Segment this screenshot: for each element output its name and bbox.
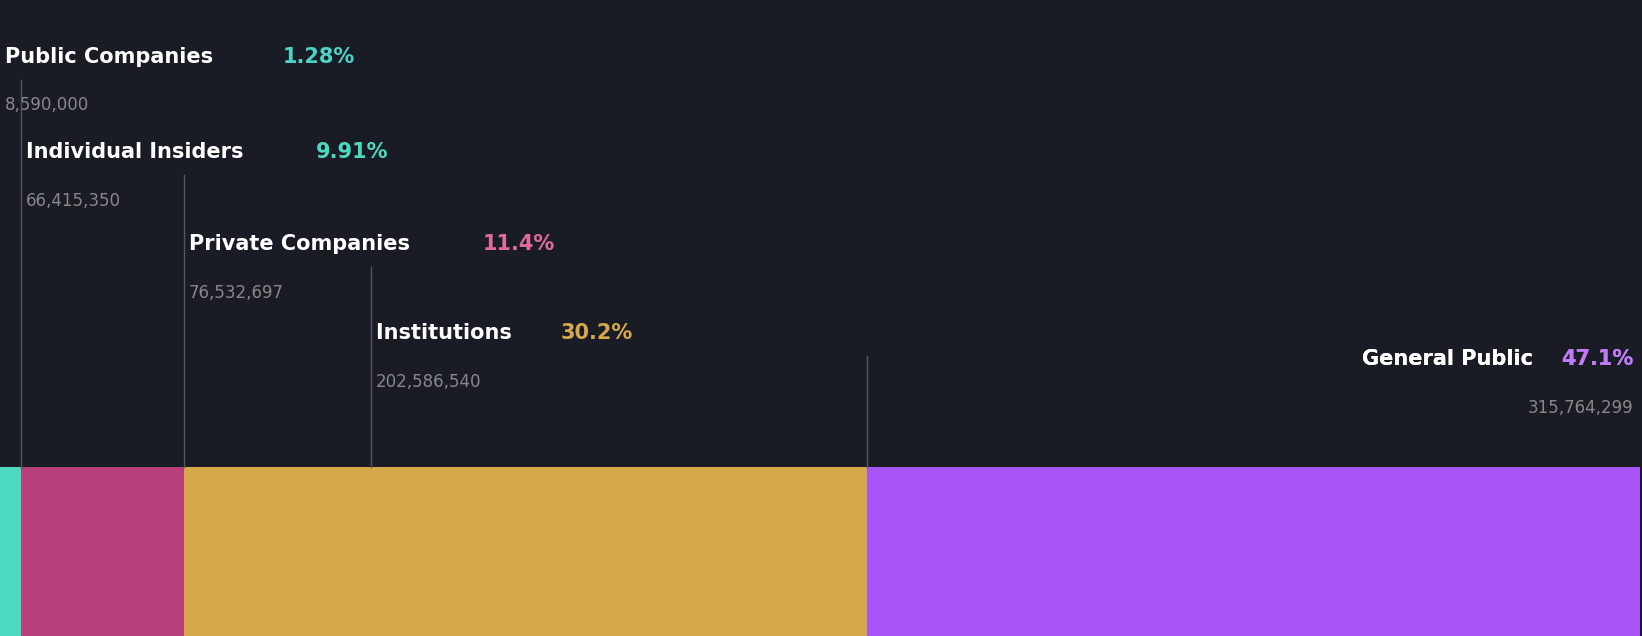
Text: 76,532,697: 76,532,697 — [189, 284, 284, 302]
Text: Institutions: Institutions — [376, 324, 519, 343]
Text: 11.4%: 11.4% — [483, 235, 555, 254]
Text: 1.28%: 1.28% — [282, 47, 355, 67]
Text: 66,415,350: 66,415,350 — [26, 192, 122, 210]
Text: Public Companies: Public Companies — [5, 47, 220, 67]
Bar — [371, 467, 867, 636]
Text: General Public: General Public — [1363, 349, 1540, 369]
Text: Individual Insiders: Individual Insiders — [26, 142, 251, 162]
Bar — [867, 467, 1640, 636]
Bar — [21, 467, 184, 636]
Bar — [0, 467, 21, 636]
Text: 47.1%: 47.1% — [1562, 349, 1634, 369]
Text: 202,586,540: 202,586,540 — [376, 373, 481, 391]
Text: 8,590,000: 8,590,000 — [5, 97, 89, 114]
Text: General Public: General Public — [1363, 349, 1540, 369]
Text: Private Companies: Private Companies — [189, 235, 417, 254]
Bar — [184, 467, 371, 636]
Text: 30.2%: 30.2% — [560, 324, 632, 343]
Text: 315,764,299: 315,764,299 — [1529, 399, 1634, 417]
Text: 47.1%: 47.1% — [1562, 349, 1634, 369]
Text: 9.91%: 9.91% — [315, 142, 389, 162]
